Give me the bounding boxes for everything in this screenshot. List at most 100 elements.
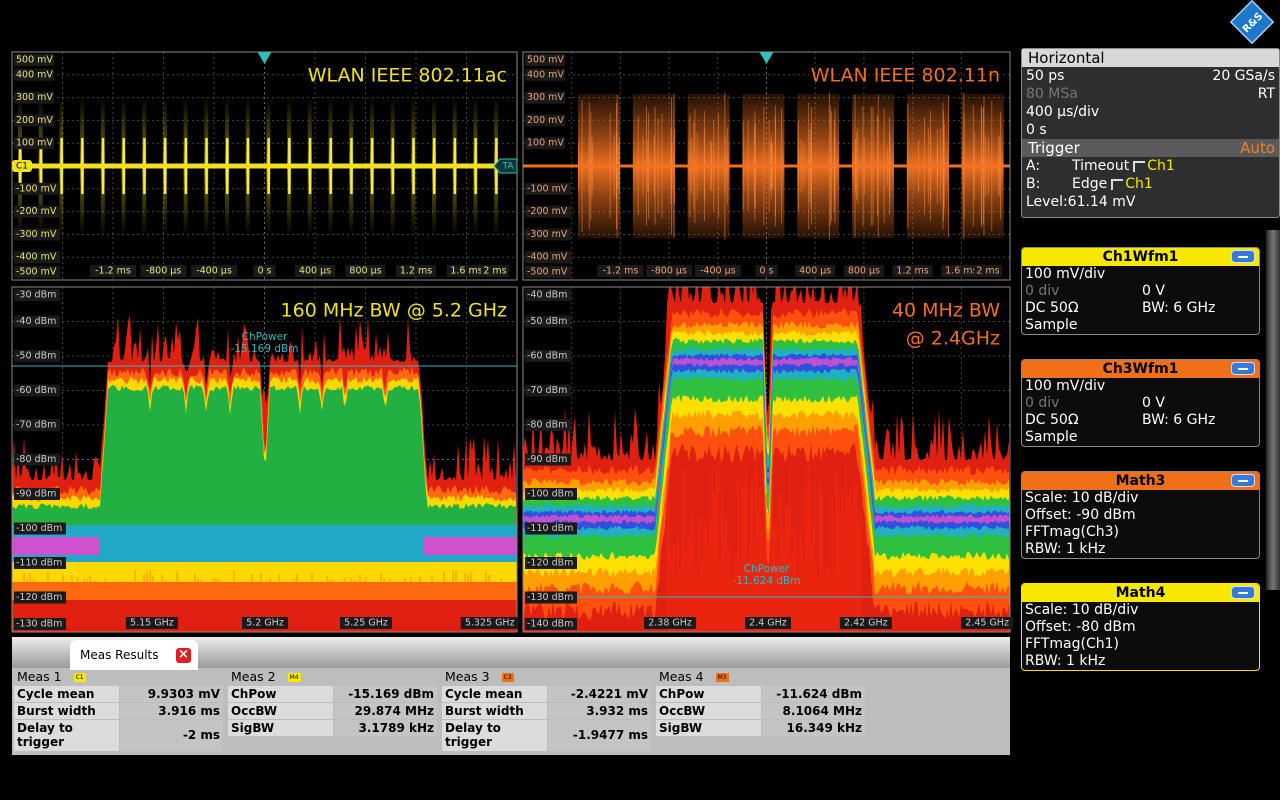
horizontal-panel[interactable]: Horizontal 50 ps 20 GSa/s 80 MSa RT 400 µs/di… [1021, 48, 1280, 218]
x-label-bg [140, 265, 187, 277]
y-label-bg [525, 522, 577, 535]
trigger-title: Trigger Auto [1022, 139, 1279, 157]
y-label-bg [14, 182, 60, 195]
channel-panel[interactable]: Ch1Wfm1 100 mV/div 0 div 0 V DC 50Ω BW: 6 GHz… [1021, 247, 1260, 335]
x-label-bg [961, 617, 1014, 629]
y-label-bg [525, 315, 571, 328]
channel-row: Sample [1022, 429, 1259, 446]
y-tick-label: -300 mV [527, 229, 568, 240]
x-label-bg [396, 265, 436, 277]
x-tick-label: -400 µs [700, 266, 736, 277]
meas-label: Cycle mean [14, 686, 119, 702]
y-tick-label: -120 dBm [527, 558, 573, 569]
x-label-bg [941, 265, 982, 277]
chpower-annotation: -11.624 dBm [733, 575, 801, 587]
meas-label: ChPow [228, 686, 333, 702]
baseline [523, 164, 1010, 168]
y-tick-label: -40 dBm [16, 316, 56, 327]
minimize-button[interactable] [1231, 362, 1255, 375]
channel-header: Math3 [1022, 472, 1259, 490]
trigger-source: Ch1 [1147, 158, 1175, 174]
x-tick-label: -400 µs [196, 266, 232, 277]
y-tick-label: 500 mV [16, 55, 53, 66]
channel-panel[interactable]: Ch3Wfm1 100 mV/div 0 div 0 V DC 50Ω BW: 6 GHz… [1021, 359, 1260, 447]
horizontal-value: 400 µs/div [1026, 104, 1100, 120]
close-button[interactable]: × [176, 648, 191, 663]
channel-title: Ch3Wfm1 [1102, 361, 1179, 377]
spectrum-band [12, 562, 517, 582]
meas-tab[interactable]: Meas Results × [70, 640, 198, 670]
x-tick-label: 2 ms [483, 266, 506, 277]
chpower-annotation: -15.169 dBm [231, 343, 299, 355]
x-label-bg [892, 265, 933, 277]
meas-label: Burst width [14, 703, 119, 719]
y-tick-label: -130 dBm [16, 619, 62, 630]
y-tick-label: -60 dBm [16, 385, 56, 396]
y-label-bg [14, 228, 60, 241]
trigger-marker [257, 52, 272, 64]
y-tick-label: -100 mV [16, 183, 57, 194]
chpower-annotation: ChPower [744, 563, 790, 575]
minimize-button[interactable] [1231, 586, 1255, 599]
x-tick-label: 1.2 ms [896, 266, 928, 277]
horizontal-row: 80 MSa RT [1022, 85, 1279, 103]
channel-row: Offset: -90 dBm [1022, 507, 1259, 524]
y-label-bg [14, 251, 60, 264]
meas-label: Cycle mean [442, 686, 547, 702]
y-tick-label: -110 dBm [16, 558, 62, 569]
trigger-slot: B: [1026, 176, 1041, 192]
y-label-bg [14, 453, 60, 466]
y-tick-label: 300 mV [527, 92, 564, 103]
x-label-bg [974, 265, 1002, 277]
channel-value: Sample [1025, 429, 1078, 445]
side-ribbon [1266, 230, 1280, 590]
x-tick-label: 800 µs [848, 266, 880, 277]
channel-row: DC 50Ω BW: 6 GHz [1022, 412, 1259, 429]
x-tick-label: 1.2 ms [400, 266, 432, 277]
trigger-slot: A: [1026, 158, 1041, 174]
y-tick-label: -70 dBm [527, 385, 567, 396]
channel-row: Offset: -80 dBm [1022, 619, 1259, 636]
meas-value: 8.1064 MHz [762, 703, 865, 719]
channel-marker-bg [12, 160, 32, 172]
channel-row: Scale: 10 dB/div [1022, 602, 1259, 619]
y-tick-label: -100 mV [527, 183, 568, 194]
minimize-button[interactable] [1231, 474, 1255, 487]
horizontal-value: 0 s [1026, 122, 1047, 138]
channel-value: FFTmag(Ch3) [1025, 524, 1119, 540]
x-label-bg [644, 617, 697, 629]
channel-panel[interactable]: Math3 Scale: 10 dB/div Offset: -90 dBm FFTm… [1021, 471, 1260, 559]
channel-row: Scale: 10 dB/div [1022, 490, 1259, 507]
y-label-bg [525, 350, 571, 362]
meas-tab-title: Meas Results [80, 648, 159, 662]
x-label-bg [744, 617, 791, 629]
horizontal-value: 50 ps [1026, 68, 1065, 84]
y-label-bg [525, 182, 571, 195]
x-tick-label: 5.2 GHz [246, 618, 284, 629]
waveform-panel: -30 dBm -40 dBm -50 dBm -60 dBm -70 dBm -80 d… [11, 286, 519, 633]
x-tick-label: 5.325 GHz [465, 618, 515, 629]
meas-label: OccBW [656, 703, 761, 719]
meas-label: Burst width [442, 703, 547, 719]
x-label-bg [340, 617, 393, 629]
y-tick-label: 500 mV [527, 55, 564, 66]
y-label-bg [14, 114, 54, 127]
minimize-button[interactable] [1231, 250, 1255, 263]
channel-panel[interactable]: Math4 Scale: 10 dB/div Offset: -80 dBm FFTm… [1021, 583, 1260, 671]
meas-header: Meas 1 C1 [14, 670, 224, 685]
channel-header: Math4 [1022, 584, 1259, 602]
meas-value: -2.4221 mV [548, 686, 651, 702]
y-label-bg [14, 54, 54, 66]
meas-title: Meas 3 [445, 669, 490, 684]
x-tick-label: 2.38 GHz [648, 618, 692, 629]
y-tick-label: 400 mV [16, 69, 53, 80]
channel-title: Math4 [1115, 585, 1166, 601]
spectrum-layer [523, 443, 1010, 632]
y-label-bg [525, 228, 571, 241]
channel-value: Scale: 10 dB/div [1025, 602, 1139, 618]
y-tick-label: -60 dBm [527, 351, 567, 362]
y-tick-label: -70 dBm [16, 420, 56, 431]
channel-row: Sample [1022, 317, 1259, 334]
y-label-bg [14, 488, 60, 500]
